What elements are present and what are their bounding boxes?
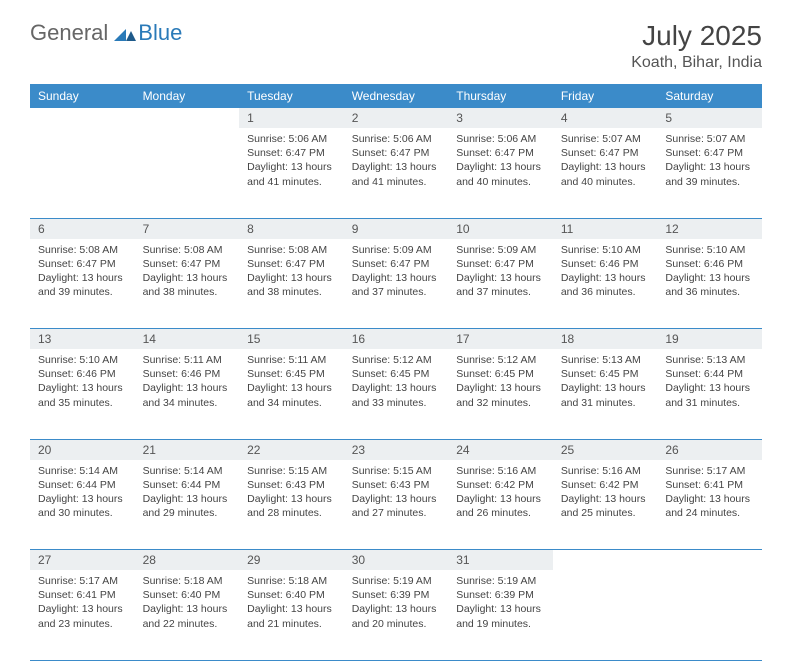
day-cell [657, 570, 762, 660]
day-number: 1 [239, 108, 344, 128]
day-number: 17 [448, 329, 553, 350]
day-number: 21 [135, 439, 240, 460]
day-number: 29 [239, 550, 344, 571]
day-number-row: 2728293031 [30, 550, 762, 571]
day-number: 30 [344, 550, 449, 571]
day-cell: Sunrise: 5:08 AMSunset: 6:47 PMDaylight:… [135, 239, 240, 329]
day-cell: Sunrise: 5:14 AMSunset: 6:44 PMDaylight:… [135, 460, 240, 550]
day-number: 19 [657, 329, 762, 350]
day-number: 31 [448, 550, 553, 571]
day-number: 11 [553, 218, 658, 239]
day-cell: Sunrise: 5:09 AMSunset: 6:47 PMDaylight:… [344, 239, 449, 329]
day-number: 26 [657, 439, 762, 460]
weekday-header: Friday [553, 84, 658, 108]
day-number: 22 [239, 439, 344, 460]
day-number [553, 550, 658, 571]
day-cell: Sunrise: 5:15 AMSunset: 6:43 PMDaylight:… [239, 460, 344, 550]
day-cell: Sunrise: 5:08 AMSunset: 6:47 PMDaylight:… [239, 239, 344, 329]
day-number: 8 [239, 218, 344, 239]
day-number: 10 [448, 218, 553, 239]
day-detail-row: Sunrise: 5:08 AMSunset: 6:47 PMDaylight:… [30, 239, 762, 329]
weekday-header: Wednesday [344, 84, 449, 108]
day-number: 18 [553, 329, 658, 350]
day-number: 6 [30, 218, 135, 239]
day-number: 14 [135, 329, 240, 350]
day-number: 5 [657, 108, 762, 128]
day-cell: Sunrise: 5:07 AMSunset: 6:47 PMDaylight:… [657, 128, 762, 218]
day-cell [553, 570, 658, 660]
day-cell: Sunrise: 5:06 AMSunset: 6:47 PMDaylight:… [344, 128, 449, 218]
day-cell: Sunrise: 5:07 AMSunset: 6:47 PMDaylight:… [553, 128, 658, 218]
logo-icon [114, 23, 136, 44]
weekday-header: Saturday [657, 84, 762, 108]
day-number: 7 [135, 218, 240, 239]
day-cell: Sunrise: 5:11 AMSunset: 6:45 PMDaylight:… [239, 349, 344, 439]
day-cell: Sunrise: 5:11 AMSunset: 6:46 PMDaylight:… [135, 349, 240, 439]
day-cell: Sunrise: 5:12 AMSunset: 6:45 PMDaylight:… [344, 349, 449, 439]
title-block: July 2025 Koath, Bihar, India [631, 20, 762, 72]
day-detail-row: Sunrise: 5:10 AMSunset: 6:46 PMDaylight:… [30, 349, 762, 439]
weekday-header: Sunday [30, 84, 135, 108]
logo: General Blue [30, 20, 182, 46]
day-number-row: 6789101112 [30, 218, 762, 239]
day-number: 12 [657, 218, 762, 239]
day-number: 25 [553, 439, 658, 460]
calendar-table: Sunday Monday Tuesday Wednesday Thursday… [30, 84, 762, 661]
day-number: 9 [344, 218, 449, 239]
day-cell: Sunrise: 5:06 AMSunset: 6:47 PMDaylight:… [448, 128, 553, 218]
day-cell: Sunrise: 5:19 AMSunset: 6:39 PMDaylight:… [344, 570, 449, 660]
page-title: July 2025 [631, 20, 762, 52]
logo-text-blue: Blue [138, 20, 182, 46]
day-number: 4 [553, 108, 658, 128]
day-cell: Sunrise: 5:19 AMSunset: 6:39 PMDaylight:… [448, 570, 553, 660]
day-cell: Sunrise: 5:18 AMSunset: 6:40 PMDaylight:… [239, 570, 344, 660]
day-number: 3 [448, 108, 553, 128]
day-number: 28 [135, 550, 240, 571]
weekday-header-row: Sunday Monday Tuesday Wednesday Thursday… [30, 84, 762, 108]
day-number-row: 20212223242526 [30, 439, 762, 460]
day-cell [30, 128, 135, 218]
day-number: 16 [344, 329, 449, 350]
day-number: 20 [30, 439, 135, 460]
day-cell: Sunrise: 5:08 AMSunset: 6:47 PMDaylight:… [30, 239, 135, 329]
day-number-row: 13141516171819 [30, 329, 762, 350]
day-cell [135, 128, 240, 218]
location-label: Koath, Bihar, India [631, 54, 762, 72]
day-cell: Sunrise: 5:10 AMSunset: 6:46 PMDaylight:… [30, 349, 135, 439]
day-number: 23 [344, 439, 449, 460]
weekday-header: Monday [135, 84, 240, 108]
day-cell: Sunrise: 5:13 AMSunset: 6:45 PMDaylight:… [553, 349, 658, 439]
day-cell: Sunrise: 5:15 AMSunset: 6:43 PMDaylight:… [344, 460, 449, 550]
day-cell: Sunrise: 5:10 AMSunset: 6:46 PMDaylight:… [657, 239, 762, 329]
day-number [135, 108, 240, 128]
day-cell: Sunrise: 5:12 AMSunset: 6:45 PMDaylight:… [448, 349, 553, 439]
day-cell: Sunrise: 5:09 AMSunset: 6:47 PMDaylight:… [448, 239, 553, 329]
day-number: 15 [239, 329, 344, 350]
day-detail-row: Sunrise: 5:17 AMSunset: 6:41 PMDaylight:… [30, 570, 762, 660]
day-cell: Sunrise: 5:17 AMSunset: 6:41 PMDaylight:… [657, 460, 762, 550]
day-number: 24 [448, 439, 553, 460]
day-number: 13 [30, 329, 135, 350]
day-number-row: 12345 [30, 108, 762, 128]
day-cell: Sunrise: 5:17 AMSunset: 6:41 PMDaylight:… [30, 570, 135, 660]
weekday-header: Tuesday [239, 84, 344, 108]
day-number: 27 [30, 550, 135, 571]
day-cell: Sunrise: 5:06 AMSunset: 6:47 PMDaylight:… [239, 128, 344, 218]
day-cell: Sunrise: 5:16 AMSunset: 6:42 PMDaylight:… [448, 460, 553, 550]
day-cell: Sunrise: 5:13 AMSunset: 6:44 PMDaylight:… [657, 349, 762, 439]
day-number [30, 108, 135, 128]
day-cell: Sunrise: 5:14 AMSunset: 6:44 PMDaylight:… [30, 460, 135, 550]
logo-text-general: General [30, 20, 108, 46]
day-cell: Sunrise: 5:16 AMSunset: 6:42 PMDaylight:… [553, 460, 658, 550]
weekday-header: Thursday [448, 84, 553, 108]
day-detail-row: Sunrise: 5:06 AMSunset: 6:47 PMDaylight:… [30, 128, 762, 218]
day-number [657, 550, 762, 571]
day-cell: Sunrise: 5:18 AMSunset: 6:40 PMDaylight:… [135, 570, 240, 660]
header: General Blue July 2025 Koath, Bihar, Ind… [30, 20, 762, 72]
day-detail-row: Sunrise: 5:14 AMSunset: 6:44 PMDaylight:… [30, 460, 762, 550]
day-cell: Sunrise: 5:10 AMSunset: 6:46 PMDaylight:… [553, 239, 658, 329]
day-number: 2 [344, 108, 449, 128]
